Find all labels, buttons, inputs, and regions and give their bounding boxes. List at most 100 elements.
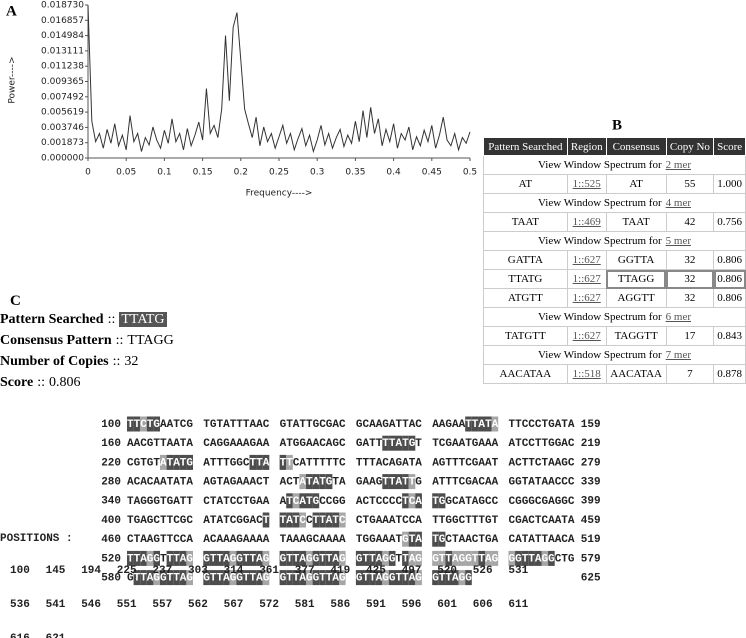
match-highlight: [339, 570, 346, 586]
base: A: [409, 573, 416, 585]
base: C: [363, 419, 370, 431]
sequence-group: GTTAGGTTAG: [203, 573, 269, 585]
region-link[interactable]: 1::627: [572, 254, 601, 266]
spectrum-link[interactable]: 5 mer: [665, 235, 691, 247]
match-highlight: [402, 550, 409, 566]
match-highlight: [415, 531, 422, 547]
sequence-group: TGTATTTAAC: [203, 419, 269, 431]
cell: TTAGG: [605, 269, 667, 289]
match-highlight: [133, 570, 141, 586]
base: T: [280, 534, 287, 546]
spectrum-link[interactable]: 2 mer: [665, 159, 691, 171]
x-tick-label: 0.35: [345, 168, 365, 178]
row-start: 520: [101, 553, 121, 565]
region-link[interactable]: 1::627: [572, 292, 601, 304]
region-link[interactable]: 1::627: [572, 273, 601, 285]
base: G: [509, 553, 516, 565]
base: T: [439, 477, 446, 489]
base: T: [409, 477, 416, 489]
match-highlight: [415, 493, 422, 509]
data-row: TAAT 1::469 TAAT 42 0.756: [483, 212, 746, 232]
base: G: [186, 419, 193, 431]
base: G: [299, 438, 306, 450]
sequence-group: TTCTGAATCG: [127, 419, 193, 431]
region-link[interactable]: 1::469: [572, 216, 601, 228]
region-link[interactable]: 1::627: [572, 330, 601, 342]
base: A: [376, 457, 383, 469]
cell: 55: [665, 174, 715, 194]
base: A: [217, 496, 224, 508]
cell: 1::627: [566, 326, 607, 346]
region-link[interactable]: 1::518: [572, 368, 601, 380]
base: T: [432, 515, 439, 527]
base: T: [415, 438, 422, 450]
base: A: [147, 534, 154, 546]
base: G: [236, 573, 243, 585]
data-row: TATGTT 1::627 TAGGTT 17 0.843: [483, 326, 746, 346]
base: T: [561, 419, 568, 431]
position: 225: [117, 565, 137, 577]
base: T: [472, 419, 479, 431]
base: T: [167, 515, 174, 527]
base: T: [217, 419, 224, 431]
base: A: [478, 457, 485, 469]
base: T: [326, 553, 333, 565]
sequence-group: TTTACAGATA: [356, 457, 422, 469]
sequence-group: CTAAGTTCCA: [127, 534, 193, 546]
sequence-group: ACTATATGTA: [280, 477, 346, 489]
base: A: [339, 534, 346, 546]
match-highlight: [541, 550, 549, 566]
sequence-group: TGGAAATGTA: [356, 534, 422, 546]
base: T: [134, 553, 141, 565]
match-highlight: [173, 570, 180, 586]
base: A: [568, 419, 575, 431]
base: T: [286, 419, 293, 431]
base: A: [339, 477, 346, 489]
spectrum-link[interactable]: 4 mer: [665, 197, 691, 209]
base: T: [217, 553, 224, 565]
match-highlight: [173, 550, 180, 566]
base: C: [522, 419, 529, 431]
x-axis-label: Frequency---->: [246, 189, 313, 199]
match-highlight: [375, 570, 383, 586]
base: C: [568, 496, 575, 508]
base: T: [369, 438, 376, 450]
base: T: [167, 477, 174, 489]
match-highlight: [415, 550, 422, 566]
base: G: [147, 457, 154, 469]
base: T: [432, 534, 439, 546]
base: A: [217, 534, 224, 546]
spectrum-link[interactable]: 6 mer: [665, 311, 691, 323]
y-tick-label: 0.013111: [41, 46, 84, 56]
base: A: [509, 438, 516, 450]
base: C: [509, 515, 516, 527]
base: A: [299, 457, 306, 469]
base: T: [203, 419, 210, 431]
row-end: 219: [581, 438, 601, 450]
info-value: TTATG: [119, 312, 167, 327]
spectrum-text: View Window Spectrum for: [537, 197, 662, 209]
x-tick-label: 0.2: [234, 168, 248, 178]
base: A: [376, 573, 383, 585]
base: C: [528, 515, 535, 527]
base: G: [402, 534, 409, 546]
base: G: [186, 553, 193, 565]
base: A: [134, 438, 141, 450]
match-highlight: [438, 531, 446, 547]
match-highlight: [160, 570, 167, 586]
base: G: [236, 553, 243, 565]
base: A: [409, 419, 416, 431]
position: 567: [224, 599, 244, 611]
match-highlight: [339, 550, 346, 566]
base: T: [263, 515, 270, 527]
base: C: [173, 515, 180, 527]
region-link[interactable]: 1::525: [572, 178, 601, 190]
base: T: [402, 477, 409, 489]
base: T: [561, 515, 568, 527]
base: G: [223, 438, 230, 450]
base: T: [432, 496, 439, 508]
base: A: [555, 457, 562, 469]
base: G: [515, 553, 522, 565]
spectrum-link[interactable]: 7 mer: [665, 349, 691, 361]
base: G: [127, 573, 134, 585]
